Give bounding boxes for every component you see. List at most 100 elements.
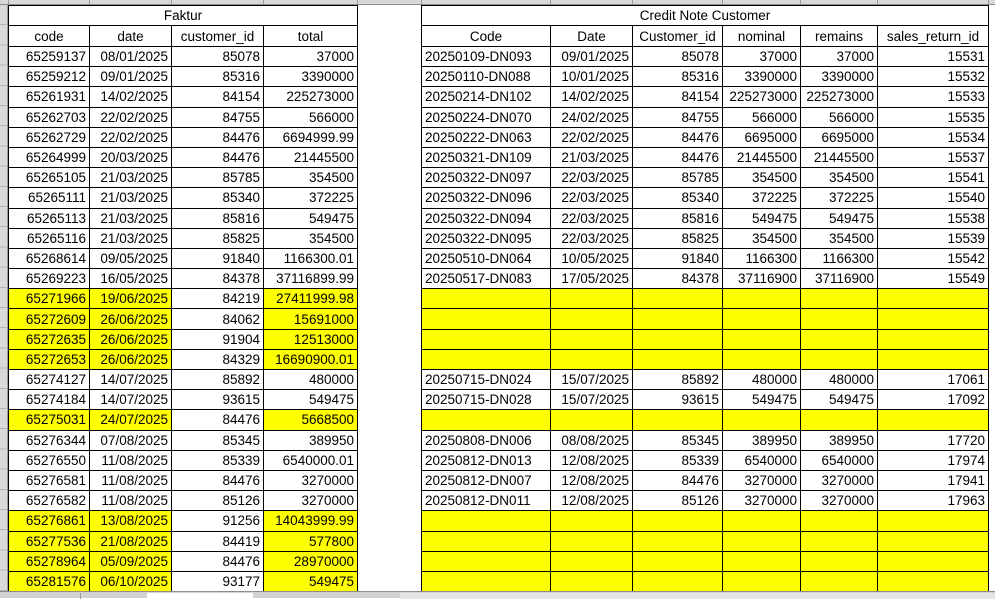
cell-remains[interactable]: 1166300 xyxy=(800,247,878,270)
cell-total[interactable]: 21445500 xyxy=(263,146,358,169)
cell-nominal[interactable]: 3270000 xyxy=(722,490,801,512)
cell-customer_id[interactable] xyxy=(632,348,723,371)
cell-remains[interactable]: 37000 xyxy=(800,45,878,68)
cell-sales_return_id[interactable] xyxy=(877,328,989,350)
cell-nominal[interactable]: 1166300 xyxy=(722,247,801,270)
cell-customer_id[interactable]: 85339 xyxy=(171,449,264,471)
cell-date[interactable]: 13/08/2025 xyxy=(89,510,172,532)
sheet-tab[interactable] xyxy=(147,593,253,599)
cell-date[interactable]: 14/02/2025 xyxy=(550,86,633,108)
cell-customer_id[interactable]: 85825 xyxy=(171,227,264,249)
cell-date[interactable] xyxy=(550,328,633,350)
cell-total[interactable]: 37116899.99 xyxy=(263,268,358,290)
cell-sales_return_id[interactable] xyxy=(877,530,989,552)
cell-total[interactable]: 566000 xyxy=(263,106,358,128)
cell-sales_return_id[interactable]: 15540 xyxy=(877,187,989,209)
cell-date[interactable]: 14/02/2025 xyxy=(89,86,172,108)
cell-remains[interactable]: 3390000 xyxy=(800,66,878,88)
cell-customer_id[interactable]: 84476 xyxy=(171,550,264,572)
cell-date[interactable]: 11/08/2025 xyxy=(89,490,172,512)
cell-remains[interactable] xyxy=(800,409,878,431)
cell-sales_return_id[interactable] xyxy=(877,570,989,593)
cell-code[interactable] xyxy=(421,348,551,371)
cell-code[interactable]: 20250321-DN109 xyxy=(421,146,551,169)
cell-customer_id[interactable]: 85345 xyxy=(632,429,723,451)
cell-date[interactable]: 22/02/2025 xyxy=(89,126,172,148)
cell-nominal[interactable] xyxy=(722,510,801,532)
cell-date[interactable]: 22/02/2025 xyxy=(550,126,633,148)
cell-customer_id[interactable]: 84476 xyxy=(632,469,723,492)
cell-total[interactable]: 1166300.01 xyxy=(263,247,358,270)
cell-customer_id[interactable]: 84378 xyxy=(171,268,264,290)
cell-customer_id[interactable]: 91840 xyxy=(171,247,264,270)
cell-customer_id[interactable]: 85316 xyxy=(632,66,723,88)
cell-remains[interactable] xyxy=(800,328,878,350)
cell-remains[interactable] xyxy=(800,348,878,371)
cell-sales_return_id[interactable]: 15538 xyxy=(877,207,989,229)
cell-nominal[interactable]: 3270000 xyxy=(722,469,801,492)
cell-customer_id[interactable]: 85340 xyxy=(632,187,723,209)
cell-date[interactable]: 14/07/2025 xyxy=(89,368,172,391)
cell-date[interactable]: 16/05/2025 xyxy=(89,268,172,290)
cell-code[interactable] xyxy=(421,409,551,431)
cell-code[interactable]: 65272635 xyxy=(8,328,90,350)
cell-sales_return_id[interactable]: 15533 xyxy=(877,86,989,108)
cell-customer_id[interactable] xyxy=(632,288,723,310)
cell-code[interactable]: 20250812-DN013 xyxy=(421,449,551,471)
cell-date[interactable]: 12/08/2025 xyxy=(550,449,633,471)
cell-code[interactable]: 65276582 xyxy=(8,490,90,512)
cell-total[interactable]: 27411999.98 xyxy=(263,288,358,310)
cell-remains[interactable]: 372225 xyxy=(800,187,878,209)
cell-customer_id[interactable]: 84378 xyxy=(632,268,723,290)
cell-customer_id[interactable] xyxy=(632,550,723,572)
cell-date[interactable]: 10/01/2025 xyxy=(550,66,633,88)
sheet-tab-bar[interactable] xyxy=(0,591,995,599)
cell-remains[interactable]: 549475 xyxy=(800,207,878,229)
cell-customer_id[interactable]: 85825 xyxy=(632,227,723,249)
cell-nominal[interactable]: 372225 xyxy=(722,187,801,209)
cell-nominal[interactable]: 549475 xyxy=(722,207,801,229)
cell-customer_id[interactable]: 84062 xyxy=(171,308,264,330)
cell-sales_return_id[interactable]: 15537 xyxy=(877,146,989,169)
cell-sales_return_id[interactable] xyxy=(877,288,989,310)
cell-code[interactable]: 65265105 xyxy=(8,167,90,189)
cell-customer_id[interactable]: 91840 xyxy=(632,247,723,270)
cell-remains[interactable]: 37116900 xyxy=(800,268,878,290)
cell-code[interactable]: 65274184 xyxy=(8,389,90,411)
cell-nominal[interactable]: 37116900 xyxy=(722,268,801,290)
cell-code[interactable]: 65272609 xyxy=(8,308,90,330)
cell-customer_id[interactable] xyxy=(632,328,723,350)
cell-nominal[interactable]: 480000 xyxy=(722,368,801,391)
cell-nominal[interactable] xyxy=(722,308,801,330)
cell-nominal[interactable]: 3390000 xyxy=(722,66,801,88)
cell-customer_id[interactable]: 84419 xyxy=(171,530,264,552)
cell-code[interactable]: 20250322-DN095 xyxy=(421,227,551,249)
cell-code[interactable]: 20250222-DN063 xyxy=(421,126,551,148)
cell-code[interactable]: 20250510-DN064 xyxy=(421,247,551,270)
cell-date[interactable]: 26/06/2025 xyxy=(89,308,172,330)
cell-code[interactable]: 65265111 xyxy=(8,187,90,209)
cell-customer_id[interactable]: 85126 xyxy=(171,490,264,512)
cell-code[interactable]: 65269223 xyxy=(8,268,90,290)
cell-date[interactable]: 12/08/2025 xyxy=(550,469,633,492)
cell-remains[interactable]: 6695000 xyxy=(800,126,878,148)
cell-sales_return_id[interactable] xyxy=(877,550,989,572)
cell-code[interactable]: 65268614 xyxy=(8,247,90,270)
cell-remains[interactable]: 3270000 xyxy=(800,490,878,512)
cell-customer_id[interactable]: 85892 xyxy=(632,368,723,391)
cell-code[interactable]: 65261931 xyxy=(8,86,90,108)
cell-code[interactable]: 20250322-DN094 xyxy=(421,207,551,229)
cell-remains[interactable]: 354500 xyxy=(800,167,878,189)
cell-total[interactable]: 6694999.99 xyxy=(263,126,358,148)
cell-date[interactable]: 07/08/2025 xyxy=(89,429,172,451)
cell-date[interactable] xyxy=(550,308,633,330)
cell-date[interactable] xyxy=(550,530,633,552)
cell-remains[interactable] xyxy=(800,550,878,572)
cell-nominal[interactable]: 354500 xyxy=(722,227,801,249)
cell-customer_id[interactable]: 93615 xyxy=(171,389,264,411)
cell-date[interactable]: 21/03/2025 xyxy=(550,146,633,169)
cell-customer_id[interactable]: 84219 xyxy=(171,288,264,310)
cell-date[interactable]: 09/01/2025 xyxy=(89,66,172,88)
cell-remains[interactable]: 354500 xyxy=(800,227,878,249)
cell-date[interactable] xyxy=(550,510,633,532)
